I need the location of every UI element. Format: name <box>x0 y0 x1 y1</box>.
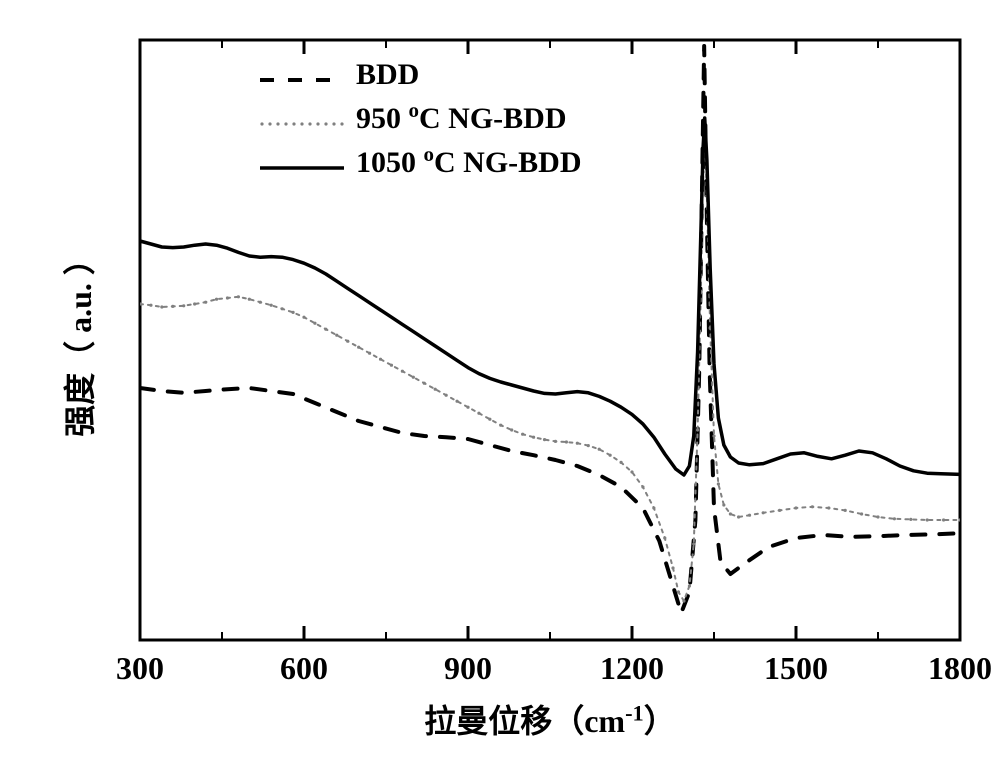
series-dot <box>748 514 751 517</box>
series-dot <box>291 311 294 314</box>
series-dot <box>510 428 513 431</box>
series-dot <box>554 440 557 443</box>
series-dot <box>149 304 152 307</box>
series-dot <box>445 394 448 397</box>
series-dot <box>598 448 601 451</box>
series-dot <box>226 296 229 299</box>
x-tick-label: 600 <box>280 650 328 687</box>
series-dot <box>641 485 644 488</box>
series-dot <box>609 454 612 457</box>
series-dot <box>893 517 896 520</box>
series-dot <box>324 328 327 331</box>
series-dot <box>204 301 207 304</box>
legend-swatch-icon <box>258 152 346 174</box>
series-dot <box>357 346 360 349</box>
legend-swatch-icon <box>258 108 346 130</box>
series-dot <box>313 322 316 325</box>
series-dot <box>423 382 426 385</box>
series-dot <box>248 298 251 301</box>
series-dot <box>717 482 720 485</box>
series-dot <box>794 506 797 509</box>
series-dot <box>160 305 163 308</box>
series-dot <box>193 302 196 305</box>
series-dot <box>811 505 814 508</box>
series-dot <box>270 304 273 307</box>
series-dot <box>488 418 491 421</box>
series-dot <box>401 370 404 373</box>
series-dot <box>619 461 622 464</box>
legend-item: 1050 oC NG-BDD <box>258 146 582 180</box>
raman-spectrum-chart: 300 600 900 1200 1500 1800 拉曼位移（cm-1） 强度（ a.u… <box>0 0 1000 778</box>
series-dot <box>652 506 655 509</box>
series-dot <box>942 518 945 521</box>
series-dot <box>259 301 262 304</box>
series-dot <box>712 434 715 437</box>
series-dot <box>390 364 393 367</box>
series-dot <box>682 599 685 602</box>
series-dot <box>844 509 847 512</box>
series-dot <box>909 518 912 521</box>
legend-label: BDD <box>356 58 419 92</box>
series-dot <box>171 305 174 308</box>
legend-item: BDD <box>258 58 582 92</box>
series-dot <box>346 340 349 343</box>
series-dot <box>722 503 725 506</box>
series-dot <box>671 566 674 569</box>
series-dot <box>543 438 546 441</box>
series-dot <box>692 542 695 545</box>
series-dot <box>688 584 691 587</box>
series-dot <box>630 470 633 473</box>
series-dot <box>729 512 732 515</box>
series-dot <box>778 509 781 512</box>
x-axis-label: 拉曼位移（cm-1） <box>424 696 676 742</box>
series-dot <box>860 512 863 515</box>
legend-label: 950 oC NG-BDD <box>356 102 567 136</box>
series-dot <box>677 590 680 593</box>
series-dot <box>696 428 699 431</box>
series-dot <box>281 307 284 310</box>
series-dot <box>827 506 830 509</box>
series-dot <box>368 352 371 355</box>
series-dot <box>215 298 218 301</box>
series-dot <box>762 511 765 514</box>
series-line <box>140 130 960 601</box>
series-dot <box>565 440 568 443</box>
series-dot <box>477 412 480 415</box>
x-axis-label-text: 拉曼位移（cm-1） <box>424 703 676 739</box>
series-dot <box>182 304 185 307</box>
series-dot <box>455 400 458 403</box>
legend: BDD 950 oC NG-BDD 1050 oC NG-BDD <box>258 58 582 190</box>
series-dot <box>521 433 524 436</box>
series-dot <box>302 316 305 319</box>
series-dot <box>499 424 502 427</box>
legend-item: 950 oC NG-BDD <box>258 102 582 136</box>
series-dot <box>412 376 415 379</box>
series-dot <box>663 536 666 539</box>
series-dot <box>926 518 929 521</box>
series-dot <box>237 295 240 298</box>
legend-swatch-icon <box>258 64 346 86</box>
x-tick-label: 1500 <box>764 650 828 687</box>
legend-label: 1050 oC NG-BDD <box>356 146 582 180</box>
series-dot <box>335 334 338 337</box>
x-tick-label: 1200 <box>600 650 664 687</box>
y-axis-label: 强度（ a.u. ） <box>55 243 101 437</box>
x-tick-label: 1800 <box>928 650 992 687</box>
series-dot <box>466 406 469 409</box>
series-dot <box>587 444 590 447</box>
x-tick-label: 900 <box>444 650 492 687</box>
series-dot <box>434 388 437 391</box>
series-dot <box>379 358 382 361</box>
series-dot <box>576 442 579 445</box>
series-dot <box>532 436 535 439</box>
series-dot <box>737 515 740 518</box>
series-dot <box>876 515 879 518</box>
x-tick-label: 300 <box>116 650 164 687</box>
